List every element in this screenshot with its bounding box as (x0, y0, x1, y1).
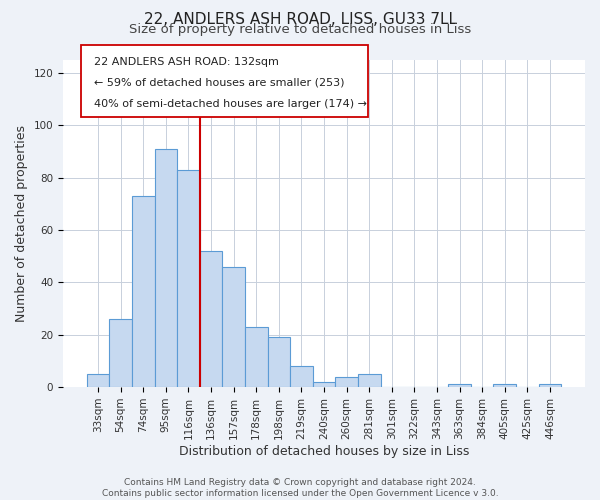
Bar (87, 374, 109, 387)
Text: Contains HM Land Registry data © Crown copyright and database right 2024.
Contai: Contains HM Land Registry data © Crown c… (101, 478, 499, 498)
Bar (448, 384, 471, 387)
Text: Size of property relative to detached houses in Liss: Size of property relative to detached ho… (129, 22, 471, 36)
Text: 22 ANDLERS ASH ROAD: 132sqm: 22 ANDLERS ASH ROAD: 132sqm (94, 56, 279, 66)
Bar (200, 251, 223, 387)
Bar (245, 327, 268, 387)
Bar (493, 384, 516, 387)
Bar (313, 382, 335, 387)
Bar (290, 366, 313, 387)
Bar (132, 196, 155, 387)
Text: 40% of semi-detached houses are larger (174) →: 40% of semi-detached houses are larger (… (94, 99, 367, 109)
Bar (268, 338, 290, 387)
Bar (109, 319, 132, 387)
Bar (358, 374, 380, 387)
Bar (177, 170, 200, 387)
Text: ← 59% of detached houses are smaller (253): ← 59% of detached houses are smaller (25… (94, 78, 345, 88)
Y-axis label: Number of detached properties: Number of detached properties (15, 125, 28, 322)
Bar (335, 376, 358, 387)
X-axis label: Distribution of detached houses by size in Liss: Distribution of detached houses by size … (179, 444, 469, 458)
FancyBboxPatch shape (81, 45, 368, 117)
Bar (223, 266, 245, 387)
Bar (155, 149, 177, 387)
Bar (539, 384, 561, 387)
Text: 22, ANDLERS ASH ROAD, LISS, GU33 7LL: 22, ANDLERS ASH ROAD, LISS, GU33 7LL (143, 12, 457, 26)
